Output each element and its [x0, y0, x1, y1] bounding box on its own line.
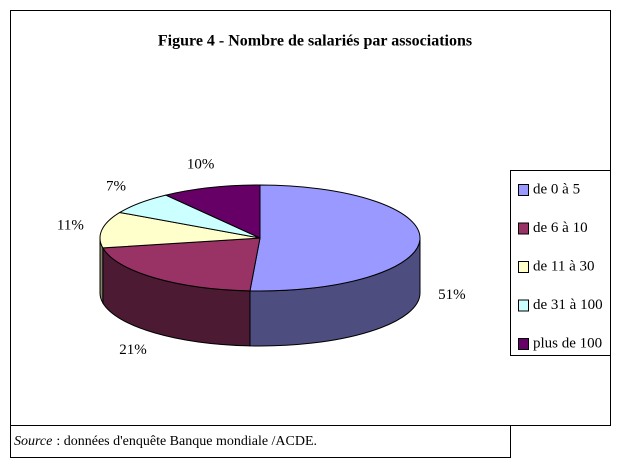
- data-label: 11%: [57, 217, 84, 233]
- source-text: : données d'enquête Banque mondiale /ACD…: [56, 434, 317, 449]
- legend-label: plus de 100: [533, 335, 602, 351]
- data-label: 7%: [106, 179, 126, 195]
- legend-swatch: [518, 222, 529, 235]
- pie-slice: [99, 211, 261, 249]
- legend-label: de 11 à 30: [533, 258, 595, 274]
- legend-swatch: [518, 338, 529, 350]
- pie-slice: [249, 184, 421, 292]
- source-box: [10, 425, 511, 458]
- legend-label: de 31 à 100: [533, 297, 603, 313]
- pie-slice: [101, 237, 261, 292]
- data-label: 10%: [187, 156, 215, 172]
- data-label: 21%: [119, 342, 147, 358]
- legend-label: de 0 à 5: [533, 181, 580, 197]
- legend-swatch: [518, 184, 529, 196]
- legend-label: de 6 à 10: [533, 220, 588, 236]
- legend-swatch: [518, 299, 529, 312]
- source-note: Source : données d'enquête Banque mondial…: [14, 434, 317, 449]
- chart-title: Figure 4 - Nombre de salariés par associ…: [158, 33, 472, 50]
- source-label: Source: [14, 434, 52, 449]
- pie-slice: [164, 184, 261, 239]
- legend-swatch: [518, 261, 529, 273]
- data-label: 51%: [438, 287, 466, 303]
